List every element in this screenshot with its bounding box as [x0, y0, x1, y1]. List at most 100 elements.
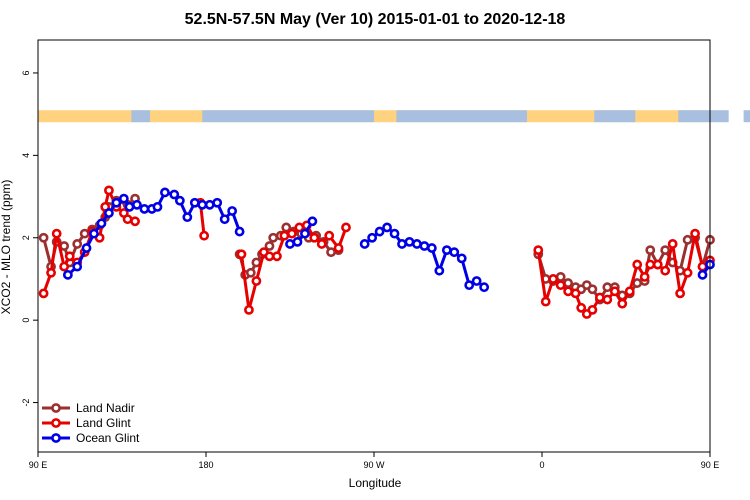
data-point [59, 241, 70, 251]
data-point [632, 259, 643, 270]
legend-item: Land Nadir [42, 401, 135, 415]
data-point [326, 247, 336, 258]
strip-ocean [202, 110, 374, 123]
data-point [374, 226, 385, 237]
data-point [697, 269, 708, 280]
data-point [639, 271, 650, 282]
y-tick-label: 0 [21, 318, 31, 323]
x-axis-label: Longitude [349, 476, 402, 490]
data-point [382, 222, 392, 233]
data-point [264, 251, 275, 262]
data-point [540, 296, 551, 307]
y-tick-label: 2 [21, 235, 31, 240]
y-axis: -2 0 2 4 6 [21, 70, 38, 407]
data-point [197, 199, 208, 210]
strip-ocean [743, 110, 750, 123]
y-tick-label: 6 [21, 70, 31, 75]
data-point [130, 216, 140, 227]
land-ocean-strip [38, 110, 750, 123]
data-point [189, 197, 200, 208]
data-point [479, 282, 490, 293]
data-point [675, 288, 686, 299]
data-point [251, 276, 262, 286]
data-point [563, 286, 574, 297]
data-point [51, 228, 62, 239]
data-point [281, 222, 292, 233]
data-point [341, 222, 351, 233]
series-ocean-glint [62, 187, 715, 293]
data-point [456, 253, 467, 264]
data-point [449, 247, 460, 258]
data-point [64, 251, 75, 262]
data-point [333, 243, 344, 253]
x-tick-label: 90 E [701, 460, 720, 470]
series-layer [38, 185, 715, 319]
data-point [72, 261, 83, 272]
data-point [72, 239, 83, 249]
data-point [38, 232, 49, 243]
data-point [234, 226, 245, 237]
data-point [434, 265, 445, 276]
strip-ocean [131, 110, 150, 123]
data-point [152, 201, 163, 212]
data-point [122, 214, 133, 225]
data-point [245, 267, 256, 278]
data-point [412, 239, 422, 249]
data-point [624, 286, 635, 297]
data-point [441, 245, 452, 256]
legend-item: Land Glint [42, 416, 131, 430]
data-point [169, 189, 180, 200]
data-point [244, 304, 254, 315]
data-point [587, 304, 598, 315]
data-point [594, 292, 605, 303]
data-point [324, 230, 335, 241]
data-point [645, 245, 656, 256]
x-axis: 90 E 180 90 W 0 90 E [29, 452, 720, 470]
data-point [300, 228, 310, 239]
data-point [285, 239, 295, 249]
data-point [111, 197, 122, 208]
strip-ocean [678, 110, 729, 123]
plot-frame [37, 39, 711, 453]
data-point [587, 284, 598, 295]
legend-marker [51, 403, 61, 413]
data-point [667, 239, 678, 249]
data-point [404, 236, 415, 247]
data-point [96, 218, 107, 229]
data-point [609, 286, 620, 297]
y-tick-label: 4 [21, 153, 31, 158]
data-point [563, 278, 574, 288]
data-point [548, 274, 559, 284]
data-point [555, 280, 566, 291]
data-point [286, 228, 297, 239]
legend-label: Land Glint [76, 416, 131, 430]
data-point [397, 239, 407, 249]
y-axis-label: XCO2 - MLO trend (ppm) [0, 180, 13, 315]
data-point [46, 267, 56, 278]
data-point [104, 185, 114, 196]
data-point [419, 241, 430, 251]
legend-item: Ocean Glint [42, 431, 140, 445]
legend-label: Land Nadir [76, 401, 135, 415]
data-point [212, 197, 223, 208]
data-point [617, 298, 628, 309]
data-point [62, 269, 73, 280]
data-point [38, 288, 49, 299]
data-point [309, 232, 320, 243]
data-point [81, 243, 92, 253]
data-point [268, 232, 279, 243]
data-point [660, 265, 671, 276]
data-point [219, 214, 230, 225]
data-point [652, 259, 663, 270]
data-point [104, 208, 114, 218]
data-point [555, 271, 566, 282]
data-point [359, 239, 370, 249]
chart-title: 52.5N-57.5N May (Ver 10) 2015-01-01 to 2… [185, 11, 566, 28]
legend-label: Ocean Glint [76, 431, 140, 445]
data-point [272, 251, 282, 262]
strip-ocean [594, 110, 636, 123]
data-point [251, 257, 262, 268]
y-tick-label: -2 [21, 399, 31, 407]
data-point [307, 216, 318, 227]
